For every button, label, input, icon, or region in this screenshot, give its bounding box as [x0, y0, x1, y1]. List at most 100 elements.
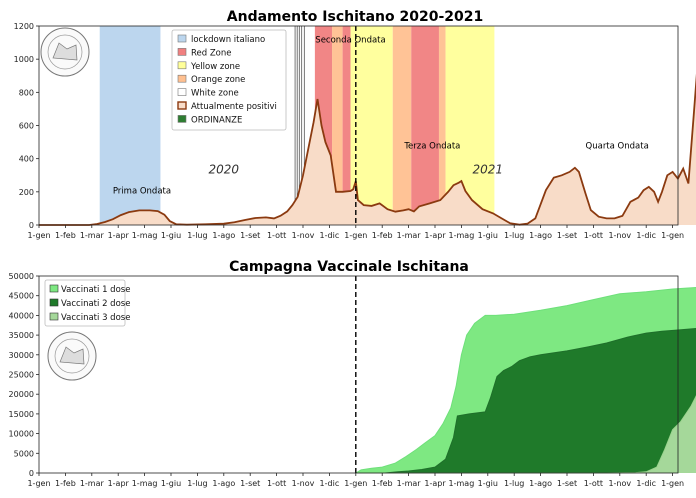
x-tick-label: 1-gen: [344, 231, 367, 240]
y-tick-label: 25000: [9, 371, 34, 380]
x-ticks: 1-gen 1-feb 1-mar 1-apr 1-mag 1-giu 1-lug 1-ago…: [27, 473, 684, 488]
x-tick-label: 1-feb: [55, 231, 76, 240]
zone-band: [342, 26, 351, 225]
y-tick-label: 10000: [9, 430, 34, 439]
seal-inner-ring: [54, 338, 90, 374]
x-tick-label: 1-ott: [267, 231, 286, 240]
x-tick-label: 1-ago: [212, 231, 235, 240]
x-tick-label: 1-nov: [608, 479, 631, 488]
chart-title: Campagna Vaccinale Ischitana: [229, 259, 469, 275]
positivi-line: [39, 73, 696, 226]
x-tick-label: 1-mag: [449, 479, 475, 488]
chart-andamento: Andamento Ischitano 2020-2021 Prima Onda…: [14, 9, 696, 240]
vaccinati-areas: [355, 286, 696, 474]
zone-band: [99, 26, 161, 225]
x-tick-label: 1-set: [557, 479, 577, 488]
legend-label: Attualmente positivi: [191, 102, 277, 112]
y-tick-label: 600: [19, 122, 34, 131]
legend-label: lockdown italiano: [191, 35, 265, 45]
x-tick-label: 1-mar: [80, 479, 105, 488]
x-tick-label: 1-ago: [529, 231, 552, 240]
y-tick-label: 50000: [9, 272, 34, 281]
x-tick-label: 1-apr: [424, 231, 446, 240]
x-tick-label: 1-lug: [187, 479, 207, 488]
seal-island-shape: [59, 346, 85, 365]
x-tick-label: 1-giu: [161, 479, 181, 488]
x-tick-label: 1-mar: [397, 231, 422, 240]
x-tick-label: 1-gen: [27, 231, 50, 240]
legend-label: Vaccinati 1 dose: [61, 285, 130, 295]
seal-inner-ring: [47, 34, 83, 70]
y-tick-label: 0: [29, 469, 34, 478]
legend-swatch: [177, 74, 187, 83]
x-tick-label: 1-feb: [55, 479, 76, 488]
x-tick-label: 1-mag: [449, 231, 475, 240]
legend-label: Vaccinati 3 dose: [61, 313, 130, 323]
x-tick-label: 1-gen: [27, 479, 50, 488]
y-tick-label: 400: [19, 155, 34, 164]
annotation-label: Prima Ondata: [113, 186, 171, 196]
x-tick-label: 1-giu: [478, 231, 498, 240]
x-tick-label: 1-lug: [504, 231, 524, 240]
x-tick-label: 1-mag: [132, 231, 158, 240]
legend-swatch: [49, 312, 59, 321]
x-tick-label: 1-apr: [424, 479, 446, 488]
zone-band: [438, 26, 446, 225]
x-tick-label: 1-dic: [636, 479, 656, 488]
positivi-fill: [39, 85, 696, 225]
x-tick-label: 1-feb: [372, 231, 393, 240]
zone-band: [332, 26, 343, 225]
x-tick-label: 1-lug: [504, 479, 524, 488]
y-tick-label: 1000: [14, 55, 34, 64]
x-tick-label: 1-ott: [584, 231, 603, 240]
x-tick-label: 1-feb: [372, 479, 393, 488]
zone-band: [392, 26, 412, 225]
y-tick-label: 40000: [9, 311, 34, 320]
seal-island-shape: [52, 42, 78, 61]
y-tick-label: 800: [19, 88, 34, 97]
x-tick-label: 1-mag: [132, 479, 158, 488]
legend-swatch: [177, 88, 187, 96]
x-tick-label: 1-gen: [661, 231, 684, 240]
y-tick-label: 5000: [14, 449, 34, 458]
x-tick-label: 1-nov: [608, 231, 631, 240]
y-tick-label: 200: [19, 188, 34, 197]
legend-swatch: [49, 284, 59, 293]
legend-label: Red Zone: [191, 48, 232, 58]
x-tick-label: 1-ago: [212, 479, 235, 488]
legend-box: [44, 279, 126, 327]
x-tick-label: 1-lug: [187, 231, 207, 240]
x-tick-label: 1-mar: [397, 479, 422, 488]
chart-title: Andamento Ischitano 2020-2021: [227, 9, 483, 25]
x-tick-label: 1-apr: [108, 231, 130, 240]
x-ticks: 1-gen 1-feb 1-mar 1-apr 1-mag 1-giu 1-lug 1-ago…: [27, 225, 684, 240]
y-tick-label: 20000: [9, 390, 34, 399]
x-tick-label: 1-gen: [661, 479, 684, 488]
legend-swatch: [49, 298, 59, 307]
legend-label: Orange zone: [191, 75, 245, 85]
legend-label: Vaccinati 2 dose: [61, 299, 130, 309]
x-tick-label: 1-ott: [584, 479, 603, 488]
x-tick-label: 1-giu: [478, 479, 498, 488]
series-line-2: [355, 328, 696, 474]
legend-swatch: [177, 48, 187, 56]
series-fill-2: [355, 328, 696, 473]
x-tick-label: 1-ott: [267, 479, 286, 488]
x-tick-label: 1-ago: [529, 479, 552, 488]
legend-swatch: [177, 101, 187, 110]
x-tick-label: 1-giu: [161, 231, 181, 240]
y-tick-label: 1200: [14, 22, 34, 31]
x-tick-label: 1-gen: [344, 479, 367, 488]
y-ticks: 0 200 400 600 800 1000 1200: [14, 22, 39, 230]
seal-logo: [47, 331, 97, 381]
chart-vaccinale: Campagna Vaccinale Ischitana 1-gen 1-feb 1…: [9, 259, 696, 488]
x-tick-label: 1-nov: [292, 479, 315, 488]
annotation-label: 2020: [209, 163, 240, 177]
annotations: Prima Ondata Seconda Ondata Terza Ondata Qu…: [113, 36, 649, 197]
legend-label: ORDINANZE: [191, 115, 242, 125]
zone-band: [411, 26, 439, 225]
y-ticks: 0 5000 10000 15000 20000 25000 30000 35000 40000…: [9, 272, 39, 478]
legend-label: Yellow zone: [190, 62, 240, 72]
x-tick-label: 1-set: [240, 479, 260, 488]
